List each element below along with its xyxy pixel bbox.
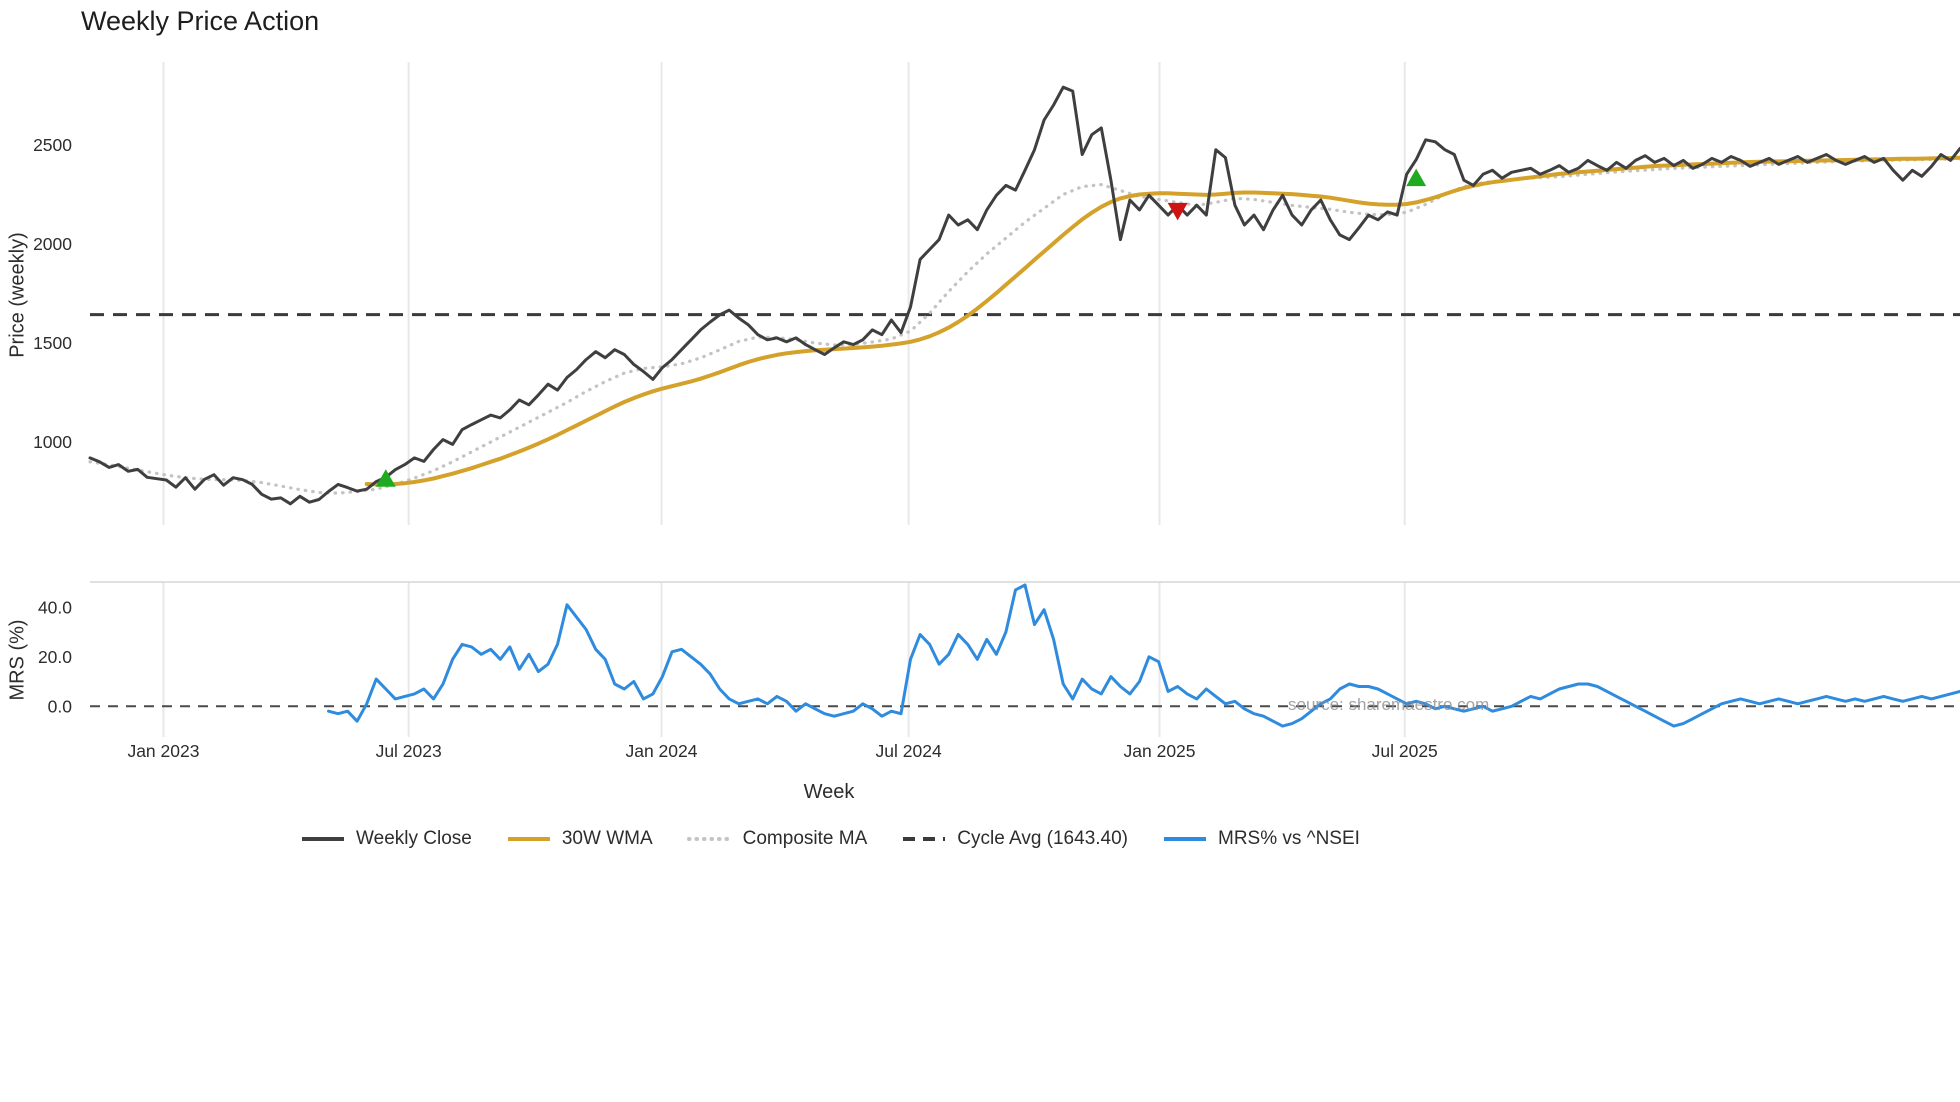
price-tick-label: 2500 [33,135,72,155]
legend-label: Cycle Avg (1643.40) [957,828,1128,849]
legend-dotted-line-swatch [686,837,733,841]
legend-label: 30W WMA [561,828,653,849]
price-tick-label: 2000 [33,234,72,254]
watermark: source: sharemaestro.com [1288,695,1490,714]
legend-dashed-line-swatch [903,837,946,841]
mrs-tick-label: 40.0 [38,597,72,617]
legend-label: MRS% vs ^NSEI [1218,828,1360,849]
chart-title: Weekly Price Action [81,6,320,36]
wma30-line [364,155,1960,487]
legend-item: 30W WMA [506,828,653,850]
legend: Weekly Close 30W WMA Composite MA Cycle Avg… [0,828,1660,850]
x-tick-label: Jan 2023 [127,741,199,761]
x-axis-title: Week [803,781,855,803]
legend-item: Composite MA [686,828,868,850]
legend-item: Cycle Avg (1643.40) [901,828,1128,850]
mrs-tick-label: 0.0 [48,696,73,716]
x-tick-label: Jul 2023 [376,741,442,761]
sell-signal-marker [1167,202,1188,221]
x-tick-label: Jul 2025 [1372,741,1438,761]
price-tick-label: 1500 [33,333,72,353]
buy-signal-marker [1406,168,1427,187]
legend-solid-line-swatch [1164,837,1206,841]
legend-solid-line-swatch [507,837,550,841]
legend-item: MRS% vs ^NSEI [1162,828,1360,850]
price-tick-label: 1000 [33,432,72,452]
legend-label: Composite MA [742,828,868,849]
buy-signal-marker [375,469,396,487]
x-tick-label: Jan 2024 [625,741,697,761]
legend-item: Weekly Close [300,828,472,850]
x-tick-label: Jul 2024 [876,741,942,761]
legend-solid-line-swatch [302,837,345,841]
weekly_close-line [88,85,1960,506]
composite_ma-line [88,157,1960,495]
mrs-line [327,583,1960,728]
x-tick-label: Jan 2025 [1124,741,1196,761]
mrs-tick-label: 20.0 [38,647,72,667]
legend-label: Weekly Close [356,828,472,849]
